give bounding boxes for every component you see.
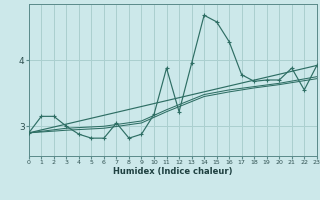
X-axis label: Humidex (Indice chaleur): Humidex (Indice chaleur) bbox=[113, 167, 233, 176]
